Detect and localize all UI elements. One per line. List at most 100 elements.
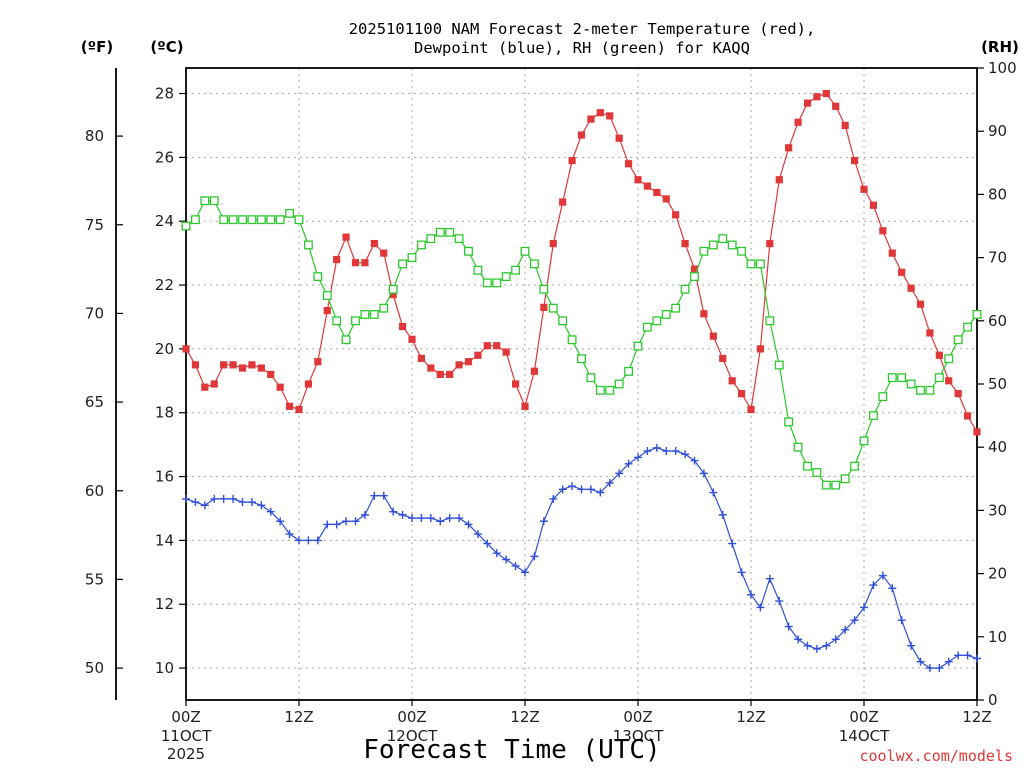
- dewpoint-point: [360, 510, 369, 519]
- temperature-point: [719, 354, 727, 363]
- x-tick-label: 00Z: [623, 708, 652, 726]
- dewpoint-point: [455, 514, 464, 523]
- dewpoint-point: [568, 482, 577, 491]
- rh-point: [812, 468, 822, 477]
- temperature-point: [455, 361, 463, 369]
- rh-point: [511, 265, 521, 275]
- celsius-unit-label: (ºC): [150, 38, 183, 56]
- dewpoint-point: [586, 485, 595, 494]
- x-tick-label: 00Z: [397, 708, 426, 726]
- temperature-point: [756, 345, 765, 353]
- temperature-point: [577, 131, 586, 139]
- rh-point: [642, 322, 652, 332]
- rh-point: [746, 259, 756, 269]
- rh-point: [558, 316, 568, 326]
- rh-point: [266, 215, 276, 225]
- dewpoint-point: [916, 657, 925, 666]
- celsius-tick-label: 28: [155, 85, 174, 103]
- rh-point: [944, 354, 954, 364]
- x-tick-label: 12Z: [962, 708, 991, 726]
- x-date-label: 12OCT: [387, 727, 438, 745]
- rh-point: [850, 461, 860, 471]
- rh-point: [821, 480, 831, 490]
- rh-point: [445, 227, 455, 237]
- dewpoint-point: [229, 494, 238, 503]
- temperature-point: [398, 322, 407, 331]
- rh-point: [868, 411, 878, 421]
- rh-point: [332, 316, 342, 326]
- temperature-point: [417, 354, 426, 363]
- rh-series: [181, 196, 982, 490]
- dewpoint-point: [963, 651, 972, 660]
- temperature-point: [634, 176, 642, 184]
- temperature-series: [182, 89, 981, 436]
- rh-point: [878, 392, 888, 402]
- rh-point: [963, 322, 973, 332]
- x-date-label: 14OCT: [839, 727, 890, 745]
- fahrenheit-tick-label: 70: [85, 304, 104, 322]
- dewpoint-point: [521, 568, 529, 577]
- celsius-tick-label: 22: [155, 276, 174, 294]
- rh-point: [784, 417, 794, 427]
- plot-frame: [185, 67, 978, 701]
- temperature-point: [653, 188, 661, 197]
- temperature-point: [879, 227, 887, 235]
- temperature-point: [926, 329, 934, 337]
- rh-point: [765, 316, 775, 326]
- celsius-tick-label: 24: [155, 212, 174, 230]
- temperature-point: [408, 335, 416, 343]
- temperature-point: [257, 364, 265, 372]
- dewpoint-point: [596, 488, 605, 497]
- dewpoint-point: [342, 517, 351, 526]
- temperature-point: [690, 265, 699, 273]
- dewpoint-point: [860, 603, 868, 612]
- rh-point: [925, 385, 935, 395]
- temperature-point: [615, 134, 623, 142]
- dewpoint-point: [266, 507, 275, 516]
- rh-point: [916, 385, 925, 395]
- fahrenheit-unit-label: (ºF): [81, 38, 113, 56]
- rh-tick-label: 100: [988, 59, 1017, 77]
- temperature-point: [361, 259, 369, 267]
- temperature-point: [954, 389, 962, 398]
- celsius-tick-label: 26: [155, 148, 174, 166]
- x-date-label: 11OCT: [161, 727, 212, 745]
- dewpoint-point: [973, 654, 981, 663]
- dewpoint-point: [191, 498, 200, 507]
- dewpoint-point: [379, 491, 388, 500]
- rh-point: [727, 240, 737, 250]
- dewpoint-point: [182, 494, 190, 503]
- rh-point: [294, 215, 304, 225]
- temperature-point: [803, 99, 812, 107]
- dewpoint-point: [822, 641, 831, 650]
- rh-point: [803, 461, 812, 471]
- temperature-point: [267, 370, 275, 379]
- dewpoint-point: [747, 590, 755, 599]
- temperature-point: [182, 345, 190, 353]
- dewpoint-point: [634, 453, 642, 462]
- fahrenheit-tick-label: 75: [85, 216, 104, 234]
- dewpoint-point: [718, 510, 727, 519]
- fahrenheit-tick-label: 55: [85, 570, 104, 588]
- rh-point: [407, 253, 417, 263]
- temperature-point: [351, 259, 360, 267]
- rh-point: [633, 341, 643, 351]
- rh-point: [906, 379, 916, 389]
- dewpoint-point: [869, 581, 878, 590]
- x-tick-label: 00Z: [171, 708, 200, 726]
- dewpoint-point: [257, 501, 266, 510]
- rh-point: [793, 442, 803, 452]
- rh-tick-label: 60: [988, 312, 1007, 330]
- x-tick-label: 12Z: [736, 708, 765, 726]
- dewpoint-point: [558, 485, 567, 494]
- dewpoint-point: [944, 657, 953, 666]
- x-date-label: 13OCT: [613, 727, 664, 745]
- temperature-point: [860, 185, 868, 193]
- rh-point: [840, 474, 850, 484]
- rh-point: [539, 284, 549, 294]
- rh-tick-label: 20: [988, 565, 1007, 583]
- dewpoint-point: [492, 549, 501, 558]
- temperature-point: [436, 370, 444, 379]
- rh-point: [454, 234, 464, 244]
- rh-point: [831, 480, 841, 490]
